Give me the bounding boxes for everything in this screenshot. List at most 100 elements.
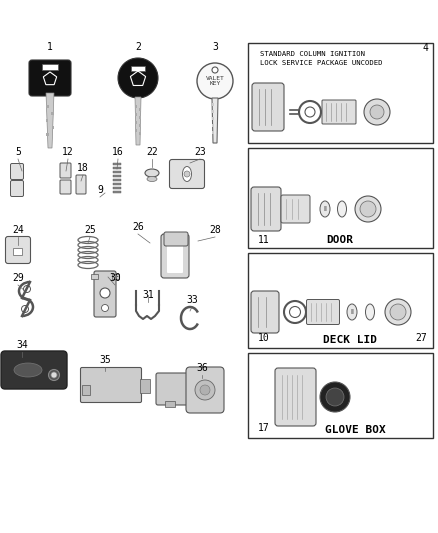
Text: 25: 25 [84,225,96,235]
Bar [212,103,214,106]
Bar [113,179,121,181]
Bar [131,66,145,71]
Circle shape [49,369,60,381]
Text: GLOVE BOX: GLOVE BOX [325,425,385,435]
FancyBboxPatch shape [1,351,67,389]
Text: DOOR: DOOR [326,235,353,245]
Text: 1: 1 [47,42,53,52]
FancyBboxPatch shape [161,234,189,278]
Circle shape [390,304,406,320]
Bar [139,108,141,111]
Text: LOCK SERVICE PACKAGE UNCODED: LOCK SERVICE PACKAGE UNCODED [260,60,382,66]
Bar [135,121,137,124]
FancyBboxPatch shape [156,373,196,405]
Text: II: II [323,206,327,212]
Ellipse shape [320,201,330,217]
FancyBboxPatch shape [167,243,183,273]
Ellipse shape [347,304,357,320]
Bar [113,163,121,165]
Bar [139,124,141,127]
FancyBboxPatch shape [60,180,71,194]
Circle shape [355,196,381,222]
Ellipse shape [183,166,191,182]
Bar [112,274,119,279]
Bar [212,131,214,134]
Polygon shape [46,93,54,148]
Bar [135,113,137,116]
FancyBboxPatch shape [248,43,433,143]
FancyBboxPatch shape [307,300,339,325]
Circle shape [51,372,57,378]
Text: 22: 22 [146,147,158,157]
Text: DECK LID: DECK LID [323,335,377,345]
FancyBboxPatch shape [6,237,31,263]
FancyBboxPatch shape [252,83,284,131]
Bar [135,105,137,108]
Circle shape [305,107,315,117]
Text: 26: 26 [132,222,144,232]
Circle shape [326,388,344,406]
Bar [42,64,58,70]
Circle shape [197,63,233,99]
FancyBboxPatch shape [76,175,86,194]
Circle shape [24,286,31,293]
Circle shape [364,99,390,125]
FancyBboxPatch shape [281,195,310,223]
Bar [82,385,90,395]
Text: 18: 18 [77,163,89,173]
FancyBboxPatch shape [81,367,141,402]
Polygon shape [212,98,218,143]
Circle shape [21,305,28,312]
Bar [91,274,98,279]
Text: 5: 5 [15,147,21,157]
Bar [140,379,150,393]
FancyBboxPatch shape [170,159,205,189]
Circle shape [290,306,300,318]
Circle shape [195,380,215,400]
Bar [46,119,48,122]
Text: 9: 9 [97,185,103,195]
Text: STANDARD COLUMN IGNITION: STANDARD COLUMN IGNITION [260,51,365,57]
FancyBboxPatch shape [11,181,24,197]
Bar [212,117,214,120]
Text: 4: 4 [422,43,428,53]
Polygon shape [135,97,141,145]
FancyBboxPatch shape [275,368,316,426]
FancyBboxPatch shape [60,163,71,178]
Circle shape [102,304,109,311]
Circle shape [370,105,384,119]
Bar [113,190,121,193]
Circle shape [360,201,376,217]
Bar [139,116,141,119]
Text: 11: 11 [258,235,270,245]
Bar [165,401,175,407]
FancyBboxPatch shape [251,187,281,231]
Circle shape [385,299,411,325]
Bar [113,187,121,189]
FancyBboxPatch shape [164,232,188,246]
Bar [52,126,54,129]
Text: II: II [350,309,354,315]
Circle shape [320,382,350,412]
Ellipse shape [14,363,42,377]
Ellipse shape [145,169,159,177]
Text: VALET
KEY: VALET KEY [205,76,224,86]
Text: 34: 34 [16,340,28,350]
Text: 2: 2 [135,42,141,52]
Bar [135,129,137,132]
Circle shape [284,301,306,323]
Circle shape [184,171,190,177]
Bar [113,182,121,185]
Bar [113,166,121,169]
Text: 24: 24 [12,225,24,235]
Bar [212,124,214,127]
FancyBboxPatch shape [11,164,24,180]
Ellipse shape [365,304,374,320]
Bar [113,174,121,177]
FancyBboxPatch shape [186,367,224,413]
Bar [46,133,49,136]
Text: 33: 33 [186,295,198,305]
Ellipse shape [338,201,346,217]
Circle shape [200,385,210,395]
Ellipse shape [147,176,157,182]
